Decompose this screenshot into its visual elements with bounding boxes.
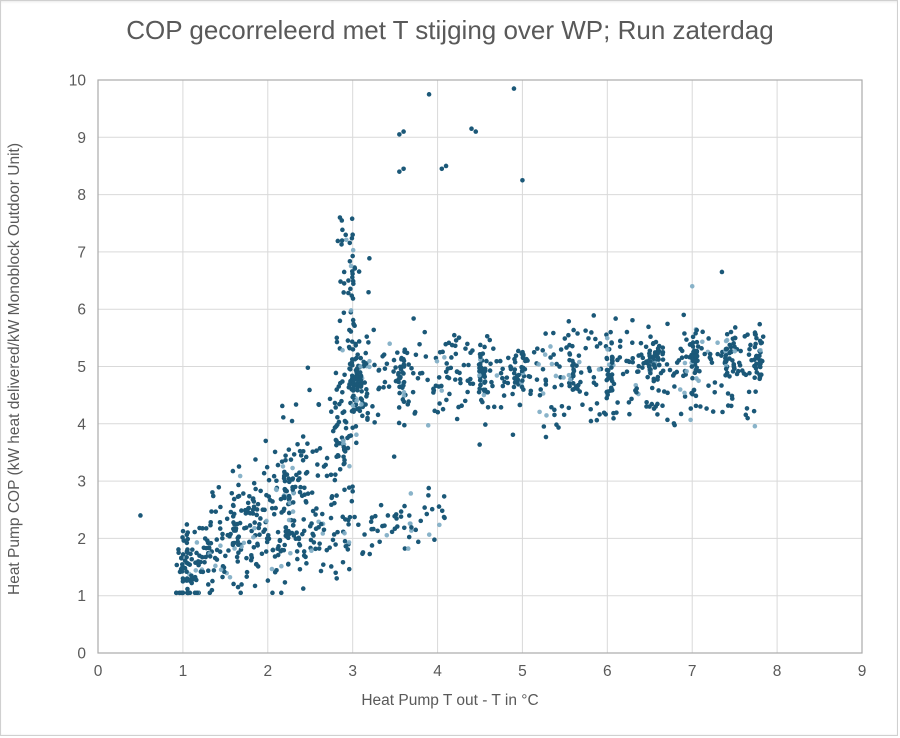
svg-text:5: 5 xyxy=(518,663,527,680)
svg-text:0: 0 xyxy=(77,646,86,663)
svg-text:1: 1 xyxy=(77,588,86,605)
svg-text:4: 4 xyxy=(77,416,86,433)
svg-text:0: 0 xyxy=(94,663,103,680)
svg-text:9: 9 xyxy=(77,130,86,147)
svg-text:2: 2 xyxy=(263,663,272,680)
svg-text:3: 3 xyxy=(348,663,357,680)
svg-text:8: 8 xyxy=(77,187,86,204)
svg-text:9: 9 xyxy=(858,663,867,680)
svg-text:10: 10 xyxy=(69,73,87,90)
svg-text:5: 5 xyxy=(77,359,86,376)
svg-text:6: 6 xyxy=(77,302,86,319)
svg-text:1: 1 xyxy=(179,663,188,680)
svg-text:4: 4 xyxy=(433,663,442,680)
svg-text:7: 7 xyxy=(688,663,697,680)
svg-text:6: 6 xyxy=(603,663,612,680)
svg-text:2: 2 xyxy=(77,531,86,548)
svg-text:7: 7 xyxy=(77,244,86,261)
svg-text:8: 8 xyxy=(773,663,782,680)
svg-text:3: 3 xyxy=(77,474,86,491)
